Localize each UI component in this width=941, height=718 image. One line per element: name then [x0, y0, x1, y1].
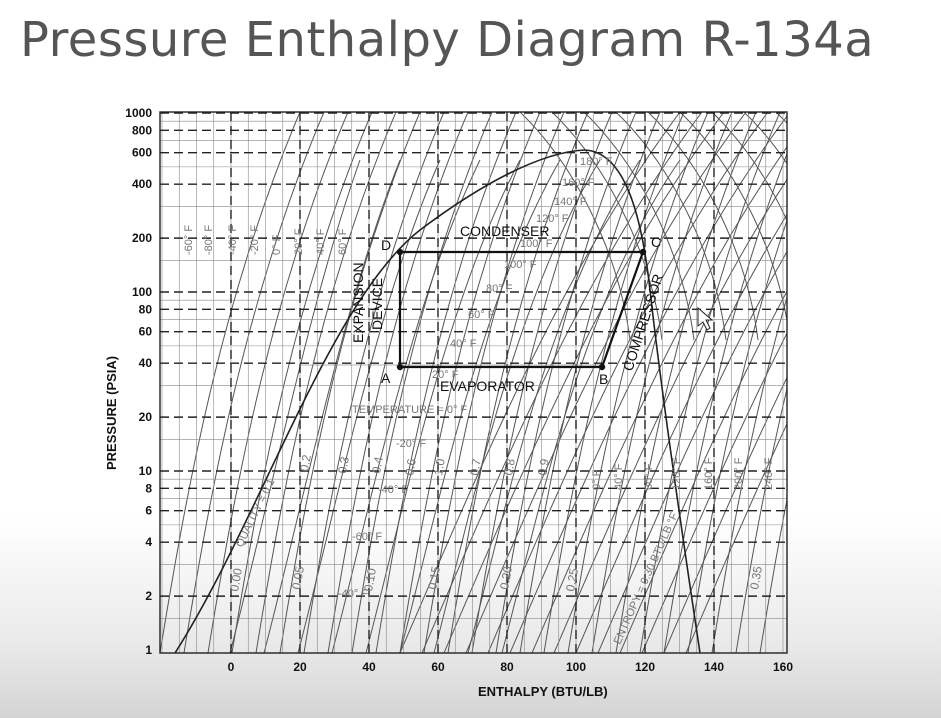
point-c-label: C	[651, 234, 661, 250]
liquid-temp-label-8: 60° F	[337, 228, 349, 255]
liquid-temp-label-3: -40° F	[227, 225, 239, 255]
quality-mark-05: 1.0	[431, 457, 448, 476]
y-tick-label: 6	[145, 504, 152, 518]
slide-title: Pressure Enthalpy Diagram R-134a	[20, 12, 875, 68]
point-b-dot	[598, 363, 606, 371]
x-tick-label: 120	[635, 660, 655, 674]
x-tick-label: 0	[228, 660, 235, 674]
liquid-temp-label-7: 40° F	[315, 228, 327, 255]
evaporator-label: EVAPORATOR	[440, 378, 535, 394]
compressor-line	[600, 251, 645, 368]
y-tick-label: 80	[139, 302, 153, 316]
liquid-temp-label-6: 20° F	[293, 228, 305, 255]
mouse-cursor-icon	[697, 306, 714, 331]
y-tick-label: 8	[145, 481, 152, 495]
major-grid	[159, 111, 788, 654]
point-d-dot	[396, 248, 404, 256]
y-tick-label: 10	[139, 464, 153, 478]
quality-mark-03: 0.3	[335, 455, 352, 474]
x-tick-label: 40	[362, 660, 376, 674]
isotherm-label-m40: -40° F	[378, 484, 408, 496]
expansion-label-line1: EXPANSION	[350, 262, 366, 343]
isotherm-label-40: 40° F	[450, 338, 477, 350]
point-c-dot	[639, 248, 647, 256]
y-tick-label: 100	[132, 285, 152, 299]
liquid-temp-label-5: 0° F	[271, 234, 283, 255]
y-tick-label: 4	[145, 535, 152, 549]
isotherm-label-180: 180° F	[580, 156, 613, 168]
entropy-mark-020: 0.20	[497, 565, 515, 591]
isotherm-label-20: 20° F	[432, 369, 459, 381]
y-axis-label: PRESSURE (PSIA)	[104, 356, 119, 470]
y-tick-label: 600	[132, 146, 152, 160]
vapor-temp-label-2: 40° F	[613, 463, 625, 490]
expansion-label-line2: DEVICE	[369, 278, 385, 330]
isotherm-label-60: 60° F	[468, 309, 495, 321]
vapor-temp-label-7: 240° F	[763, 457, 775, 490]
quality-mark-04: 0.4	[369, 455, 386, 474]
x-tick-label: 60	[431, 660, 445, 674]
refrigeration-cycle	[398, 250, 645, 369]
x-tick-label: 100	[566, 660, 586, 674]
vapor-temp-label-1: 0° F	[591, 469, 603, 490]
isotherm-label-m60: -60° F	[352, 531, 382, 543]
x-tick-label: 20	[293, 660, 307, 674]
condenser-label: CONDENSER	[460, 223, 549, 239]
vapor-temp-label-3: 80° F	[643, 463, 655, 490]
point-d-label: D	[381, 237, 391, 253]
entropy-mark-015: 0.15	[425, 565, 443, 591]
entropy-mark-010: 0.10	[361, 567, 379, 593]
isotherm-label-100: 100° F	[520, 238, 553, 250]
isotherm-label-160: 160° F	[562, 177, 595, 189]
y-tick-label: 1	[145, 643, 152, 657]
entropy-mark-035: 0.35	[747, 565, 765, 591]
liquid-temp-label-1: -60° F	[183, 225, 195, 255]
temperature-label: TEMPERATURE = 0° F	[352, 404, 467, 416]
quality-mark-02: 0.2	[297, 453, 314, 472]
isotherm-label-m40b: -40° F	[338, 588, 368, 600]
liquid-temp-label-4: -20° F	[249, 225, 261, 255]
x-tick-label: 160	[773, 660, 793, 674]
entropy-label: ENTROPY = 0.30 BTU/LB °F	[612, 511, 681, 646]
isotherm-label-80: 80° F	[486, 283, 513, 295]
y-tick-label: 2	[145, 589, 152, 603]
x-tick-label: 80	[500, 660, 514, 674]
entropy-mark-025: 0.25	[563, 567, 581, 593]
plot-frame	[159, 111, 788, 654]
quality-mark-06: 0.6	[402, 457, 419, 476]
y-tick-label: 1000	[125, 106, 152, 120]
y-tick-label: 200	[132, 231, 152, 245]
entropy-mark-000: 0.00	[227, 567, 245, 593]
isotherm-label-100b: 100° F	[504, 259, 537, 271]
y-tick-label: 40	[139, 356, 153, 370]
quality-mark-08: 0.8	[501, 457, 518, 476]
x-axis-label: ENTHALPY (BTU/LB)	[478, 684, 608, 699]
liquid-temp-label-2: -80° F	[203, 225, 215, 255]
point-a-dot	[396, 363, 404, 371]
point-a-label: A	[381, 370, 391, 386]
quality-lines	[229, 159, 681, 653]
isentrope-lines	[399, 112, 787, 653]
y-tick-label: 400	[132, 177, 152, 191]
y-tick-label: 60	[139, 325, 153, 339]
saturation-dome	[174, 149, 701, 653]
vapor-temp-label-4: 120° F	[671, 457, 683, 490]
quality-label: QUALITY = 0.1	[234, 477, 278, 549]
entropy-mark-005: 0.05	[289, 565, 307, 591]
isotherm-label-m20: -20° F	[396, 438, 426, 450]
y-tick-label: 800	[132, 123, 152, 137]
vapor-temp-label-5: 160° F	[703, 457, 715, 490]
isotherm-label-140: 140° F	[554, 196, 587, 208]
isotherm-label-120: 120° F	[536, 213, 569, 225]
y-tick-label: 20	[139, 410, 153, 424]
point-b-label: B	[599, 371, 608, 387]
quality-mark-07: 0.7	[467, 457, 484, 476]
x-tick-label: 140	[704, 660, 724, 674]
quality-mark-09: 0.9	[535, 457, 552, 476]
vapor-temp-label-6: 200° F	[733, 457, 745, 490]
